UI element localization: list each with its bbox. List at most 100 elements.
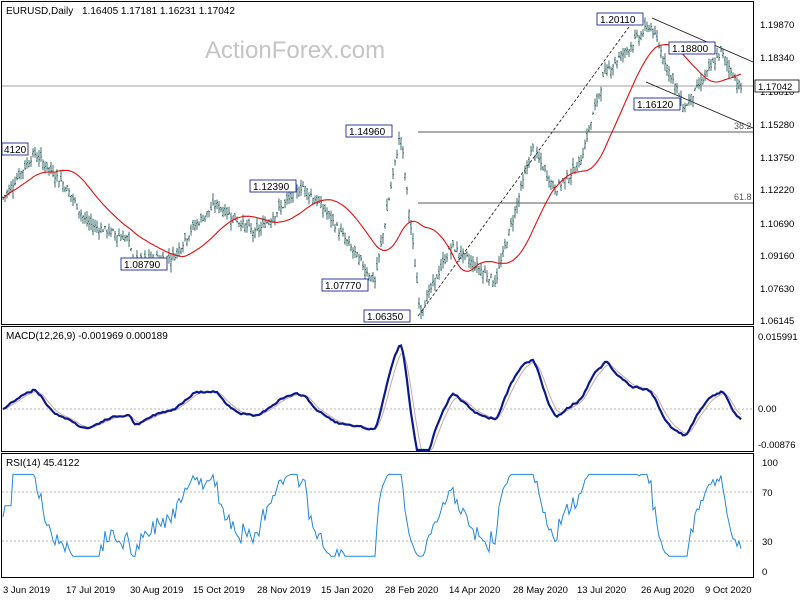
ohlc-bar [708,58,710,72]
rsi-tick: 0 [762,567,767,578]
ohlc-bar [632,44,634,53]
annotation-1.07770: 1.07770 [321,278,369,292]
ohlc-bar [72,193,74,206]
annotation-label: 1.06350 [367,312,404,323]
ohlc-bar [482,270,484,284]
fib-label-382: 38.2 [734,121,752,131]
ohlc-bar [720,45,722,53]
ohlc-bar [548,175,550,188]
ohlc-bar [672,73,674,85]
ohlc-bar [538,151,540,163]
ohlc-bar [118,228,120,237]
ohlc-bar [412,232,414,250]
moving-average-line [2,44,742,272]
ohlc-bar [712,57,714,63]
ohlc-bar [214,200,216,214]
ohlc-bar [422,307,424,317]
ohlc-bar [104,225,106,230]
ohlc-bar [684,102,686,113]
ohlc-bar [394,159,396,166]
ohlc-bar [94,219,96,233]
ohlc-bar [428,284,430,299]
ohlc-bar [490,273,492,279]
ohlc-bar [718,53,720,61]
ohlc-bar [536,146,538,159]
ohlc-bar [434,277,436,291]
annotation-1.16120: 1.16120 [633,97,681,111]
ohlc-bar [446,253,448,263]
ohlc-bar [392,168,394,179]
ohlc-bar [406,186,408,195]
ohlc-bar [252,230,254,243]
ohlc-bar [248,218,250,227]
ohlc-bar [430,282,432,294]
ohlc-bar [34,146,36,158]
ohlc-bar [488,278,490,286]
ohlc-bar [336,221,338,227]
ohlc-bar [628,49,630,57]
date-tick: 15 Jan 2020 [321,585,373,596]
ohlc-bar [464,252,466,261]
price-tick: 1.10690 [760,219,794,230]
ohlc-bar [182,241,184,253]
ohlc-bar [586,128,588,143]
annotation-label: 1.20110 [600,15,636,26]
ohlc-bar [504,238,506,250]
ohlc-bar [730,67,732,77]
annotation-4120: 4120 [1,142,29,156]
ohlc-bar [130,247,132,252]
ohlc-bar [320,196,322,208]
ohlc-bar [550,179,552,191]
ohlc-bar [360,254,362,262]
ohlc-bar [374,276,376,289]
ohlc-bar [338,228,340,241]
chart-ohlc: 1.16405 1.17181 1.16231 1.17042 [82,6,235,17]
ohlc-bar [526,160,528,175]
ohlc-bar [30,156,32,167]
ohlc-bar [470,255,472,269]
ohlc-bar [254,227,256,239]
ohlc-bar [516,197,518,214]
ohlc-bar [638,35,640,46]
ohlc-bar [590,121,592,130]
ohlc-bar [436,274,438,279]
ohlc-bar [724,56,726,66]
ohlc-bar [198,221,200,226]
macd-axis: 0.015991 0.00 -0.00876 [758,332,798,451]
ohlc-bar [398,131,400,146]
ohlc-bar [646,21,648,33]
date-tick: 15 Oct 2019 [193,585,245,596]
ohlc-bar [500,253,502,268]
annotation-1.18800: 1.18800 [668,41,716,55]
ohlc-bar [610,66,612,79]
ohlc-bar [640,31,642,41]
ohlc-bar [190,224,192,236]
ohlc-bar [568,177,570,184]
ohlc-bar [96,220,98,233]
rsi-tick: 100 [762,458,778,469]
ohlc-bar [208,210,210,218]
price-tick: 1.16810 [760,87,794,98]
ohlc-bar [690,94,692,106]
ohlc-bar [438,265,440,280]
ohlc-bar [530,145,532,156]
ohlc-bar [308,192,310,205]
ohlc-bar [560,183,562,192]
annotation-1.06350: 1.06350 [363,309,411,323]
ohlc-bar [456,241,458,253]
ohlc-bar [116,235,118,248]
ohlc-bar [696,79,698,89]
date-tick: 13 Jul 2020 [577,585,626,596]
annotation-label: 4120 [4,145,27,156]
ohlc-bar [634,29,636,40]
ohlc-bar [596,93,598,107]
ohlc-bar [194,219,196,231]
ohlc-bar [218,201,220,214]
ohlc-bar [486,270,488,283]
ohlc-bar [176,247,178,259]
ohlc-bar [682,103,684,113]
ohlc-bar [340,223,342,233]
ohlc-bar [78,211,80,219]
ohlc-bar [652,28,654,39]
ohlc-bar [686,103,688,106]
